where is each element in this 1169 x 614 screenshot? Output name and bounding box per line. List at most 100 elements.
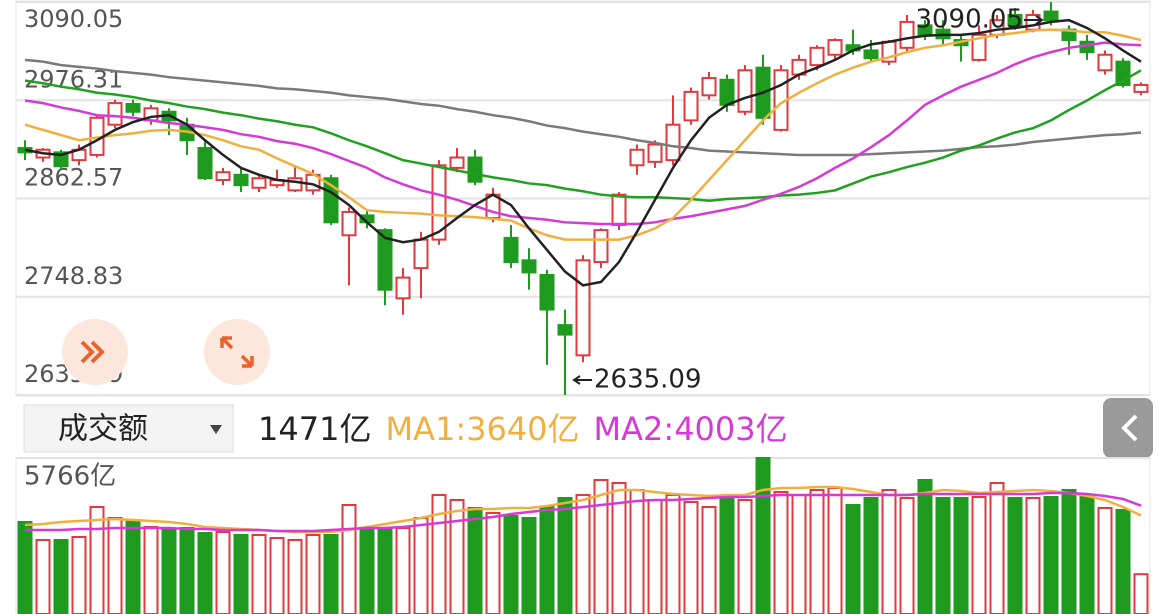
ma-line xyxy=(24,69,1142,202)
candle-body xyxy=(701,77,717,97)
candle-body xyxy=(539,274,555,311)
annotation-arrow xyxy=(572,375,592,385)
ma-line xyxy=(24,18,1142,287)
volume-bar xyxy=(575,494,591,614)
candle-body xyxy=(1097,53,1113,72)
volume-bar xyxy=(1097,506,1113,614)
button-circle[interactable] xyxy=(62,319,128,385)
candle-body xyxy=(1043,10,1059,22)
dropdown-label: 成交额 xyxy=(58,412,148,447)
annotation-arrow xyxy=(1024,15,1044,25)
candle-body xyxy=(233,173,249,187)
tab[interactable] xyxy=(1103,398,1153,458)
candle-body xyxy=(575,259,591,357)
volume-bar xyxy=(215,530,231,614)
volume-bar xyxy=(755,457,771,614)
volume-bar xyxy=(953,497,969,614)
candle-body xyxy=(719,78,735,106)
volume-bar xyxy=(827,487,843,614)
candle-body xyxy=(215,171,231,181)
ma-line xyxy=(24,41,1142,226)
volume-bar xyxy=(125,519,141,614)
candle-body xyxy=(521,259,537,274)
dropdown-arrow xyxy=(210,425,222,434)
price-panel: 3090.052976.312862.572748.832635.093090.… xyxy=(16,1,1150,396)
volume-bar xyxy=(71,536,87,614)
dropdown[interactable] xyxy=(23,404,234,453)
ma-line xyxy=(24,28,1142,241)
volume-bar xyxy=(503,515,519,614)
volume-bar xyxy=(971,496,987,614)
volume-bar xyxy=(683,501,699,614)
volume-ma-line xyxy=(24,485,1142,534)
volume-bar xyxy=(323,533,339,614)
expand-left-button[interactable] xyxy=(62,319,128,385)
volume-bar xyxy=(53,539,69,614)
volume-bar xyxy=(539,505,555,614)
min-annotation: 2635.09 xyxy=(594,365,702,395)
volume-bar xyxy=(161,528,177,614)
volume-bar xyxy=(719,496,735,614)
readout-item: 1471亿 xyxy=(258,410,371,448)
candle-body xyxy=(629,148,645,167)
volume-ma-line xyxy=(25,491,1142,533)
indicator-selector[interactable]: 成交额 xyxy=(23,404,234,453)
candle-body xyxy=(449,156,465,169)
volume-bar xyxy=(701,505,717,614)
volume-bar xyxy=(107,517,123,614)
volume-bar xyxy=(431,494,447,614)
candle-body xyxy=(395,276,411,300)
candle-body xyxy=(647,143,663,163)
candle-body xyxy=(107,102,123,126)
volume-bar xyxy=(935,497,951,614)
volume-bar xyxy=(1025,497,1041,614)
volume-bar xyxy=(485,512,501,614)
candle-body xyxy=(737,69,753,113)
candle-body xyxy=(863,49,879,60)
candle-body xyxy=(503,236,519,264)
volume-bar xyxy=(89,505,105,614)
button-circle[interactable] xyxy=(204,319,270,385)
volume-panel: 5766亿 xyxy=(16,457,1150,614)
candle-body xyxy=(467,156,483,183)
volume-bar xyxy=(305,533,321,614)
volume-bar xyxy=(467,506,483,614)
side-tab[interactable] xyxy=(1103,398,1153,458)
volume-bar xyxy=(1079,496,1095,614)
volume-bar xyxy=(863,497,879,614)
candle-body xyxy=(1007,14,1023,27)
volume-bar xyxy=(377,526,393,614)
candle-body xyxy=(593,229,609,264)
volume-bar xyxy=(791,494,807,614)
volume-bar xyxy=(359,528,375,614)
volume-bar xyxy=(611,481,627,614)
icon xyxy=(1121,414,1138,442)
readout-item: MA1:3640亿 xyxy=(385,410,579,448)
volume-bar xyxy=(395,526,411,614)
volume-bar xyxy=(287,539,303,614)
volume-bar xyxy=(629,489,645,614)
volume-bar xyxy=(647,499,663,614)
candle-body xyxy=(197,147,213,180)
y-tick-label: 2748.83 xyxy=(24,262,123,290)
readout-item: MA2:4003亿 xyxy=(594,410,788,448)
candle-body xyxy=(251,177,267,189)
candle-body xyxy=(683,90,699,122)
volume-bar xyxy=(341,503,357,614)
y-tick-label: 3090.05 xyxy=(24,5,123,33)
volume-bar xyxy=(899,497,915,614)
candle-body xyxy=(1133,83,1149,93)
volume-bar xyxy=(521,517,537,614)
volume-bar xyxy=(557,497,573,614)
volume-bar xyxy=(881,489,897,614)
y-tick-label: 5766亿 xyxy=(24,462,116,492)
candle-body xyxy=(431,164,447,241)
volume-bar xyxy=(845,503,861,614)
volume-bar xyxy=(269,537,285,614)
fullscreen-button[interactable] xyxy=(204,319,270,385)
volume-bar xyxy=(35,539,51,614)
volume-bar xyxy=(413,517,429,614)
volume-bar xyxy=(1061,489,1077,614)
